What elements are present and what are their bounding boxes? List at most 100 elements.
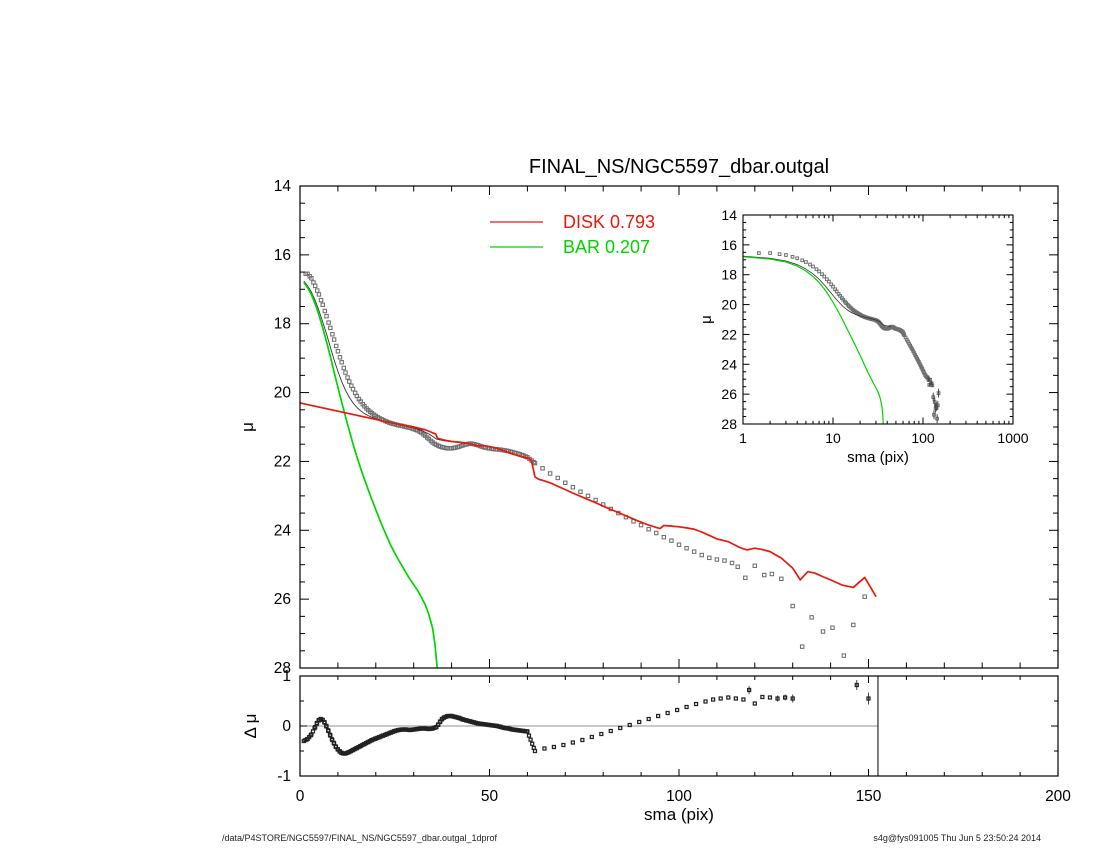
main-y-tick-label: 28 bbox=[274, 660, 291, 677]
inset-y-tick-label: 28 bbox=[721, 416, 737, 432]
data-point-marker bbox=[350, 386, 356, 392]
data-point-marker bbox=[555, 475, 560, 481]
data-point-marker bbox=[790, 696, 795, 701]
data-point-marker bbox=[790, 254, 795, 259]
data-point-marker bbox=[811, 264, 815, 269]
data-point-marker bbox=[752, 563, 758, 568]
data-point-marker bbox=[814, 267, 819, 272]
data-point-marker bbox=[830, 625, 835, 630]
data-point-marker bbox=[333, 343, 339, 349]
data-point-marker bbox=[809, 615, 814, 620]
data-point-marker bbox=[331, 337, 337, 342]
data-point-marker bbox=[741, 697, 746, 702]
data-point-marker bbox=[722, 558, 727, 563]
data-point-marker bbox=[768, 251, 772, 255]
residual-y-tick-label: 1 bbox=[282, 668, 291, 685]
data-point-marker bbox=[669, 538, 674, 543]
data-point-marker bbox=[757, 251, 761, 255]
data-point-marker bbox=[800, 258, 805, 263]
main-y-tick-label: 22 bbox=[274, 453, 291, 470]
data-point-marker bbox=[817, 269, 821, 274]
data-point-marker bbox=[804, 260, 808, 264]
data-point-marker bbox=[589, 734, 594, 740]
data-point-marker bbox=[795, 256, 800, 261]
data-point-marker bbox=[646, 716, 651, 722]
main-y-tick-label: 24 bbox=[274, 522, 292, 539]
inset-x-axis-label: sma (pix) bbox=[847, 449, 909, 466]
data-point-marker bbox=[676, 542, 682, 547]
data-point-marker bbox=[322, 720, 327, 725]
data-point-marker bbox=[710, 697, 716, 702]
data-point-marker bbox=[326, 320, 331, 325]
disk-model-line bbox=[299, 402, 877, 598]
data-point-marker bbox=[827, 279, 831, 284]
data-point-marker bbox=[729, 560, 735, 566]
footer-user-timestamp: s4g@fys091005 Thu Jun 5 23:50:24 2014 bbox=[873, 833, 1041, 843]
inset-y-tick-label: 16 bbox=[721, 237, 737, 253]
data-point-marker bbox=[854, 682, 859, 688]
data-point-marker bbox=[718, 696, 723, 701]
data-point-marker bbox=[627, 722, 632, 728]
data-point-marker bbox=[593, 497, 598, 503]
inset-panel: 1 10 100 1000 14 16 18 20 22 24 26 28 sma (pix) μ bbox=[698, 207, 1029, 466]
data-point-marker bbox=[341, 365, 346, 371]
data-point-marker bbox=[777, 252, 782, 256]
data-point-marker bbox=[320, 302, 325, 308]
legend: DISK 0.793 BAR 0.207 bbox=[490, 212, 655, 257]
data-point-marker bbox=[347, 379, 352, 384]
data-point-marker bbox=[343, 370, 348, 375]
data-point-marker bbox=[851, 622, 856, 628]
data-point-marker bbox=[779, 576, 784, 582]
inset-x-tick-label: 10 bbox=[825, 430, 841, 446]
data-point-marker bbox=[530, 741, 535, 746]
data-point-marker bbox=[540, 466, 545, 471]
data-point-marker bbox=[743, 575, 748, 581]
data-point-marker bbox=[580, 737, 585, 743]
bar-model-line bbox=[303, 281, 439, 669]
data-point-marker bbox=[726, 695, 731, 700]
data-point-marker bbox=[684, 704, 689, 710]
inset-x-tick-label: 1000 bbox=[997, 430, 1028, 446]
inset-y-tick-label: 20 bbox=[721, 297, 737, 313]
inset-bar-model-line bbox=[742, 256, 884, 425]
legend-label: BAR 0.207 bbox=[563, 237, 650, 257]
x-axis-tick-label: 150 bbox=[856, 788, 882, 805]
data-point-marker bbox=[339, 360, 344, 365]
data-point-marker bbox=[330, 332, 335, 337]
data-point-marker bbox=[335, 349, 341, 354]
data-point-marker bbox=[799, 644, 805, 649]
data-point-marker bbox=[735, 564, 740, 570]
inset-y-tick-label: 26 bbox=[721, 386, 737, 402]
inset-x-tick-label: 1 bbox=[739, 430, 747, 446]
data-point-marker bbox=[862, 594, 867, 599]
residual-y-tick-label: -1 bbox=[277, 768, 291, 785]
inset-y-tick-label: 14 bbox=[721, 207, 737, 223]
main-y-tick-label: 16 bbox=[274, 247, 291, 264]
main-y-tick-label: 20 bbox=[274, 385, 292, 402]
data-point-marker bbox=[637, 719, 642, 725]
data-point-marker bbox=[312, 283, 318, 289]
residual-y-axis-label: Δ μ bbox=[241, 714, 260, 739]
main-y-tick-label: 18 bbox=[274, 316, 291, 333]
data-point-marker bbox=[326, 728, 331, 734]
data-point-marker bbox=[654, 530, 659, 536]
data-point-marker bbox=[782, 695, 788, 700]
data-point-marker bbox=[638, 522, 644, 528]
x-axis-tick-label: 200 bbox=[1045, 788, 1071, 805]
data-point-marker bbox=[646, 527, 651, 532]
data-point-marker bbox=[532, 748, 538, 754]
data-point-marker bbox=[767, 695, 773, 700]
main-y-tick-label: 14 bbox=[274, 178, 292, 195]
data-point-marker bbox=[570, 740, 576, 745]
data-point-marker bbox=[563, 480, 568, 485]
data-point-marker bbox=[822, 274, 827, 279]
data-point-marker bbox=[551, 744, 557, 750]
data-point-marker bbox=[790, 603, 795, 609]
data-point-marker bbox=[684, 545, 689, 551]
data-point-marker bbox=[693, 701, 699, 707]
data-point-marker bbox=[820, 629, 826, 634]
data-point-marker bbox=[752, 701, 757, 706]
data-point-marker bbox=[328, 733, 333, 738]
residual-y-tick-label: 0 bbox=[282, 718, 291, 735]
